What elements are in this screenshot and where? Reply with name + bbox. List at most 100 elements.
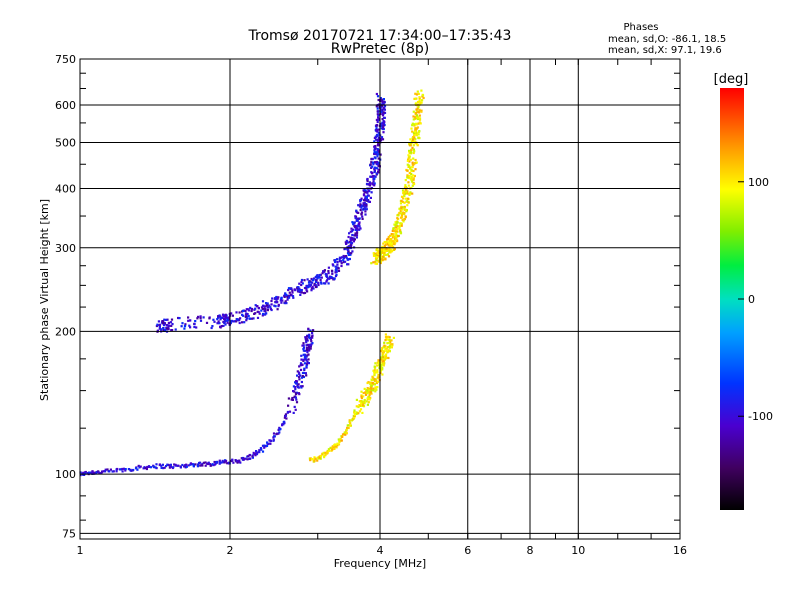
echo-point [387,255,391,258]
echo-point [372,369,375,372]
echo-point [413,133,416,136]
echo-point [407,192,410,195]
echo-point [307,358,310,361]
echo-point [376,251,379,254]
echo-point [277,428,280,431]
echo-point [168,464,171,467]
echo-point [305,355,308,358]
echo-point [381,255,385,258]
echo-point [377,98,380,102]
echo-point [418,96,421,99]
echo-point [422,96,425,100]
echo-point [305,286,308,290]
echo-point [406,159,409,162]
echo-point [412,169,415,173]
echo-point [380,255,383,258]
echo-point [414,92,417,95]
echo-point [215,461,218,464]
echo-point [213,463,217,466]
echo-point [328,449,331,452]
echo-point [291,396,294,400]
echo-point [409,138,412,141]
echo-point [303,362,307,365]
echo-point [189,462,192,465]
echo-point [327,272,330,275]
echo-point [410,180,414,183]
echo-point [166,318,169,321]
echo-point [340,262,343,265]
echo-point [300,354,303,357]
echo-point [299,368,303,371]
echo-point [294,392,297,395]
echo-point [365,208,368,211]
echo-point [359,203,362,206]
echo-point [219,325,222,328]
echo-point [199,464,202,467]
echo-point [385,241,388,244]
echo-point [343,248,346,251]
echo-point [372,261,375,264]
echo-point [318,274,321,277]
echo-point [355,398,358,401]
echo-point [251,455,254,458]
echo-point [417,92,420,95]
echo-point [286,298,289,301]
echo-point [412,151,415,155]
echo-point [366,191,369,194]
echo-point [246,458,249,461]
echo-point [364,191,367,194]
echo-point [409,166,412,169]
echo-point [370,378,373,381]
echo-point [335,267,338,270]
echo-point [377,170,380,174]
echo-point [377,373,380,377]
echo-point [347,241,350,244]
echo-point [337,267,340,270]
echo-point [405,210,408,213]
echo-point [312,329,315,332]
echo-point [154,466,157,469]
echo-point [302,344,305,347]
echo-point [290,398,293,401]
echo-point [221,313,225,316]
echo-point [390,346,393,349]
echo-point [375,105,378,108]
echo-point [277,432,280,435]
echo-point [377,259,380,262]
echo-point [394,228,397,231]
echo-point [370,387,373,390]
echo-point [364,210,367,213]
echo-point [418,100,421,103]
echo-point [374,145,377,148]
echo-point [331,448,334,451]
echo-point [308,349,311,352]
echo-point [372,163,375,166]
echo-point [219,318,222,321]
echo-point [152,465,155,468]
echo-point [334,265,337,268]
echo-point [365,195,368,198]
echo-point [218,461,222,464]
echo-point [268,439,271,442]
echo-point [201,462,204,465]
echo-point [381,118,384,121]
echo-point [375,92,378,96]
echo-point [310,277,313,281]
echo-point [349,244,352,247]
echo-point [399,216,403,219]
echo-point [374,254,377,257]
echo-point [298,282,301,285]
echo-point [373,365,376,368]
echo-point [273,304,276,307]
echo-point [260,448,263,451]
echo-point [381,104,384,107]
echo-point [355,227,359,230]
echo-point [266,441,269,444]
echo-point [370,166,373,169]
echo-point [358,205,361,208]
echo-point [146,465,149,469]
echo-point [373,152,376,156]
echo-point [139,465,142,468]
echo-point [374,370,378,373]
echo-point [366,403,369,406]
